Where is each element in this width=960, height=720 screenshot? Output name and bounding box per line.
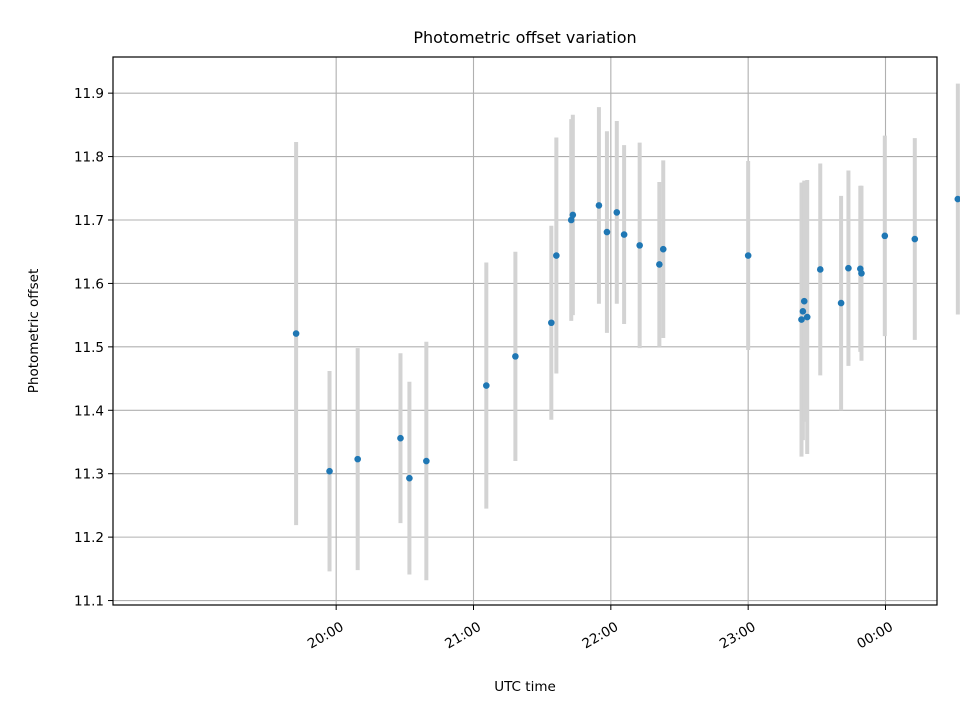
data-point xyxy=(800,297,808,305)
y-tick-label: 11.6 xyxy=(74,276,104,292)
x-axis-label: UTC time xyxy=(494,679,556,695)
data-point xyxy=(911,235,919,243)
grid-lines xyxy=(113,57,937,605)
x-tick-label: 00:00 xyxy=(854,619,896,652)
data-point xyxy=(799,308,807,315)
chart-title: Photometric offset variation xyxy=(413,28,636,47)
data-points xyxy=(292,195,960,482)
x-tick-label: 23:00 xyxy=(717,619,759,652)
error-bars xyxy=(294,83,960,581)
data-point xyxy=(816,266,824,273)
data-point xyxy=(354,455,361,463)
data-point xyxy=(881,232,889,240)
data-point xyxy=(837,299,845,307)
y-tick-label: 11.3 xyxy=(74,467,104,483)
data-point xyxy=(613,209,621,216)
data-point xyxy=(292,330,300,337)
data-point xyxy=(803,313,811,321)
y-axis-label: Photometric offset xyxy=(26,269,42,393)
x-tick-label: 22:00 xyxy=(580,619,622,652)
y-axis-ticks: 11.1 11.2 11.3 11.4 11.5 11.6 11.7 11.8 11.9 xyxy=(74,86,113,610)
data-point xyxy=(423,457,430,465)
data-point xyxy=(567,216,575,224)
y-tick-label: 11.8 xyxy=(74,150,104,166)
data-point xyxy=(744,252,752,259)
plot-area-frame xyxy=(112,56,938,606)
x-tick-label: 21:00 xyxy=(442,619,484,652)
y-tick-label: 11.2 xyxy=(74,530,104,546)
data-point xyxy=(620,231,628,238)
x-tick-label: 20:00 xyxy=(305,619,347,652)
data-point xyxy=(553,252,560,259)
y-tick-label: 11.4 xyxy=(74,403,104,419)
data-point xyxy=(659,245,667,253)
data-point xyxy=(483,382,490,389)
data-point xyxy=(798,316,805,323)
data-point xyxy=(636,242,643,249)
data-point xyxy=(406,474,413,482)
data-point xyxy=(326,467,333,475)
data-point xyxy=(845,264,852,272)
y-tick-label: 11.7 xyxy=(74,213,104,229)
data-point xyxy=(603,228,611,236)
data-point xyxy=(569,211,577,219)
y-tick-label: 11.5 xyxy=(74,340,104,356)
y-tick-label: 11.1 xyxy=(74,594,104,610)
data-point xyxy=(512,353,519,360)
data-point xyxy=(595,202,603,209)
data-point xyxy=(656,261,663,268)
data-point xyxy=(954,195,960,203)
data-point xyxy=(548,319,555,327)
data-point xyxy=(858,269,865,277)
y-tick-label: 11.9 xyxy=(74,86,104,102)
data-point xyxy=(397,434,404,442)
